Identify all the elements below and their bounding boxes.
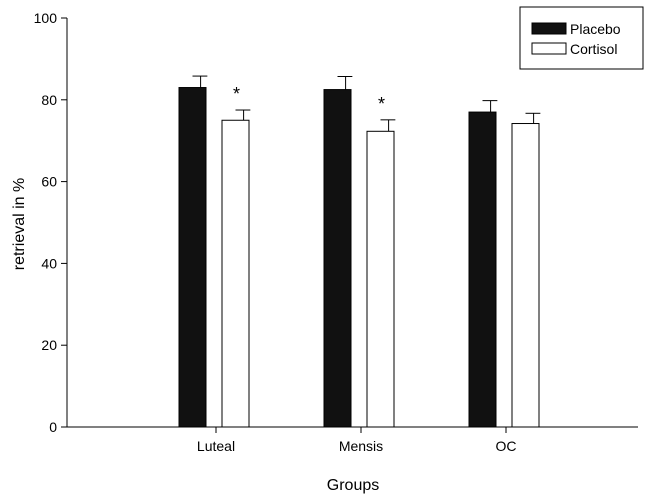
bar-placebo	[323, 89, 352, 428]
legend-label-cortisol: Cortisol	[570, 41, 617, 57]
bars	[178, 75, 541, 428]
y-tick-label: 0	[49, 419, 57, 435]
legend-box	[519, 6, 644, 70]
significance-marker: *	[378, 94, 385, 114]
y-tick-label: 20	[41, 337, 57, 353]
bar-cortisol	[511, 123, 540, 428]
x-tick-label: OC	[496, 438, 517, 454]
y-ticks: 0 20 40 60 80 100	[34, 10, 67, 435]
bar-cortisol	[366, 130, 395, 428]
legend-label-placebo: Placebo	[570, 21, 621, 37]
x-tick-label: Mensis	[339, 438, 383, 454]
x-ticks: Luteal Mensis OC	[197, 427, 517, 454]
x-axis-title: Groups	[327, 477, 379, 494]
annotations: * *	[233, 84, 385, 114]
significance-marker: *	[233, 84, 240, 104]
legend: Placebo Cortisol	[519, 6, 644, 70]
bar-cortisol	[221, 119, 250, 428]
y-tick-label: 40	[41, 255, 57, 271]
x-tick-label: Luteal	[197, 438, 235, 454]
y-tick-label: 100	[34, 10, 58, 26]
y-tick-label: 60	[41, 174, 57, 190]
bar-placebo	[178, 87, 207, 428]
y-tick-label: 80	[41, 92, 57, 108]
legend-swatch-cortisol	[531, 42, 567, 55]
legend-swatch-placebo	[531, 22, 567, 35]
y-axis-title: retrieval in %	[11, 178, 28, 270]
bar-placebo	[468, 111, 497, 428]
axes	[66, 18, 638, 428]
